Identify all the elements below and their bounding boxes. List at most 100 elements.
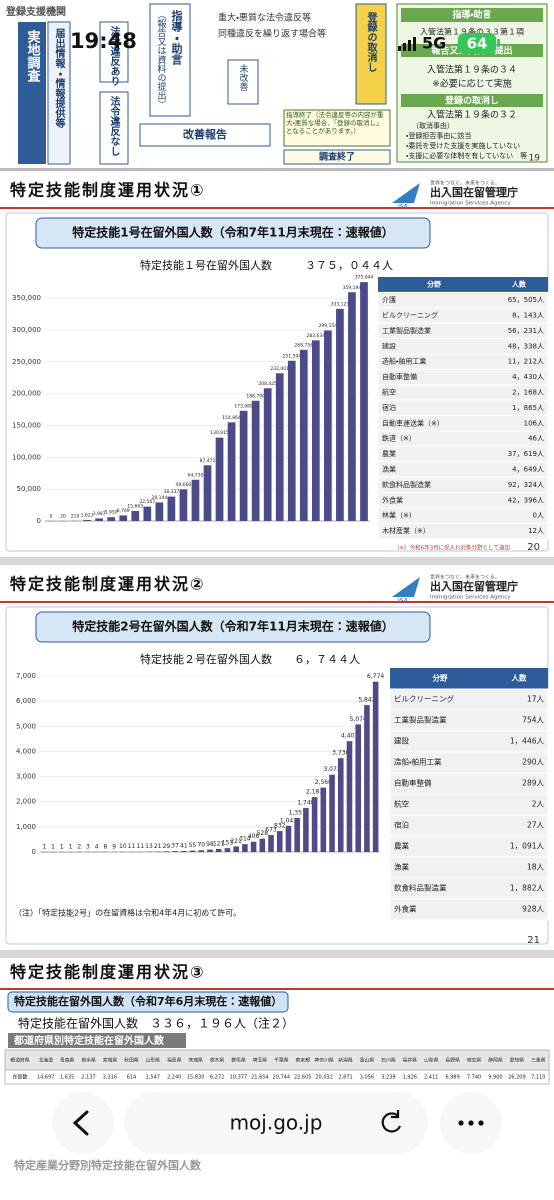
table-cell: 自動車整備	[394, 778, 432, 788]
value-label: 11	[128, 843, 136, 850]
value-label: 1,748	[297, 800, 314, 807]
value-label: 87,471	[200, 458, 216, 464]
table-cell: 2,240	[167, 1075, 181, 1081]
y-tick-label: 1,000	[16, 823, 36, 831]
summary: 特定技能在留外国人数 ３３６，１９６人（注２）	[18, 1016, 294, 1031]
s19-yes-box	[99, 21, 129, 83]
s19-right-law: 入管法第１９条の３４	[427, 64, 517, 76]
table-cell: 木材産業（※）	[382, 526, 430, 535]
table-cell: 3,316	[103, 1075, 117, 1081]
s19-yes: 法令違反あり	[108, 25, 121, 86]
status-battery: 64	[467, 35, 488, 53]
table-cell: 20,032	[315, 1075, 333, 1081]
box-title-bg	[35, 217, 431, 249]
logo-name: 出入国在留管理庁	[430, 185, 518, 199]
bar	[224, 848, 231, 852]
value-label: 251,594	[282, 353, 301, 359]
value-label: 29,144	[151, 495, 167, 501]
table-cell: 3,239	[381, 1075, 395, 1081]
value-label: 8	[103, 843, 107, 850]
y-tick-label: 150,000	[12, 421, 41, 429]
table-header: 新潟県	[338, 1057, 353, 1064]
s19-heading: 登録支援機関	[5, 5, 66, 18]
table-cell: 42，396人	[508, 496, 544, 504]
value-label: 1,351	[289, 810, 306, 817]
logo-tagline: 世界をつなぐ。未来をつくる。	[430, 180, 500, 187]
back-button[interactable]	[52, 1092, 114, 1154]
value-label: 1	[69, 843, 73, 850]
bar	[285, 825, 292, 852]
s19-right-title: 指導・助言	[452, 9, 491, 21]
table-cell: 1，091人	[510, 842, 545, 851]
signal-bar	[413, 37, 416, 51]
address-bar[interactable]	[124, 1092, 428, 1154]
value-label: 299,154	[319, 323, 338, 329]
table-cell: 12人	[528, 527, 544, 535]
table-header: 石川県	[381, 1058, 396, 1064]
bar	[163, 851, 170, 852]
table-cell: 48，338人	[508, 342, 544, 350]
more-dot	[468, 1120, 474, 1126]
title-rule	[0, 988, 554, 990]
table-cell: 27人	[527, 821, 545, 830]
table-cell: 1，865人	[512, 404, 544, 412]
table-cell: 22,605	[294, 1075, 312, 1081]
table-header: 人数	[511, 280, 527, 289]
s19-no: 法令違反なし	[108, 95, 121, 157]
bar	[355, 724, 361, 852]
value-label: 283,634	[307, 333, 326, 339]
table-cell: 農業	[382, 449, 396, 458]
table-cell: 290人	[522, 758, 544, 767]
table-cell: 4，649人	[512, 466, 544, 474]
box-title-bg	[35, 611, 431, 643]
table-cell: 建設	[382, 341, 396, 350]
bar	[83, 519, 91, 521]
value-label: 5,843	[358, 697, 375, 704]
bar	[119, 515, 128, 521]
title-rule	[0, 601, 554, 603]
value-label: 5,074	[350, 716, 367, 723]
s19-cancel-box	[355, 3, 387, 105]
table-cell: 4，430人	[512, 373, 544, 381]
bar	[179, 489, 188, 521]
y-tick-label: 0	[32, 848, 36, 856]
value-label: 673	[265, 827, 277, 834]
table-header: 都道府県	[10, 1057, 29, 1064]
table-cell: 614	[127, 1075, 137, 1081]
bar	[203, 465, 212, 521]
bar	[303, 808, 309, 852]
y-tick-label: 200,000	[12, 390, 41, 398]
bar	[207, 849, 213, 852]
value-label: 29	[163, 843, 171, 850]
reload-icon[interactable]	[381, 1110, 402, 1133]
table-cell: 6,272	[210, 1075, 224, 1081]
table-header: 分野	[426, 280, 441, 289]
signal-bar	[408, 40, 411, 51]
table-header: 愛知県	[510, 1057, 525, 1064]
sub-heading: 都道府県別特定技能在留外国人数	[13, 1034, 165, 1047]
s19-right-title-box	[401, 8, 543, 22]
slide-22: 特定技能制度運用状況③ 特定技能在留外国人数（令和7年6月末現在：速報値） 特定…	[0, 963, 554, 1172]
table-cell: 造船・舶用工業	[382, 357, 426, 366]
value-label: 268,756	[294, 342, 313, 348]
value-label: 13	[145, 843, 153, 850]
note: （※）令和6年3月に受入れ対象分野として追加	[394, 544, 510, 552]
s19-cancel: 登録の取消し	[365, 11, 378, 73]
table-header: 東京都	[296, 1057, 311, 1064]
s19-reasons-title: （取消事由）	[412, 121, 454, 130]
status-time: 19:48	[70, 29, 137, 53]
table-header: 富山県	[360, 1057, 375, 1064]
s19-inspection-box	[18, 22, 46, 164]
value-label: 219	[71, 513, 80, 519]
y-tick-label: 350,000	[12, 294, 41, 302]
slide-title: 特定技能制度運用状況①	[10, 181, 206, 200]
table-cell: 21,654	[251, 1075, 269, 1081]
slide-20: 特定技能制度運用状況①ISA世界をつなぐ。未来をつくる。出入国在留管理庁Immi…	[0, 171, 554, 557]
s19-reason: ・登録拒否事由に該当	[406, 131, 471, 140]
divider	[0, 557, 554, 565]
s19-right-law: 入管法第１９条の３３第１項	[420, 27, 524, 37]
table-row-bg	[4, 1069, 550, 1085]
s19-guidance-box	[149, 3, 191, 117]
s19-improve-box	[139, 123, 271, 147]
table-cell: 建設	[394, 736, 409, 746]
